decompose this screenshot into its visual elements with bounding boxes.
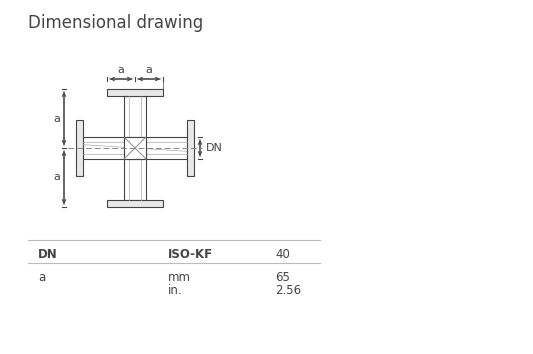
Polygon shape [107,89,163,96]
Text: DN: DN [206,143,223,153]
Polygon shape [107,200,163,207]
Polygon shape [146,137,187,159]
Text: mm: mm [168,271,191,284]
Text: in.: in. [168,284,183,297]
Text: a: a [53,114,60,124]
Text: 65: 65 [275,271,290,284]
Text: ISO-KF: ISO-KF [168,248,213,261]
Polygon shape [83,137,124,159]
Text: DN: DN [38,248,58,261]
Text: a: a [118,65,124,75]
Text: 2.56: 2.56 [275,284,301,297]
Text: a: a [53,172,60,183]
Text: a: a [146,65,152,75]
Polygon shape [124,96,146,137]
Polygon shape [124,137,146,159]
Text: 40: 40 [275,248,290,261]
Polygon shape [76,120,83,176]
Polygon shape [187,120,194,176]
Text: a: a [38,271,45,284]
Text: Dimensional drawing: Dimensional drawing [28,14,203,32]
Polygon shape [124,159,146,200]
